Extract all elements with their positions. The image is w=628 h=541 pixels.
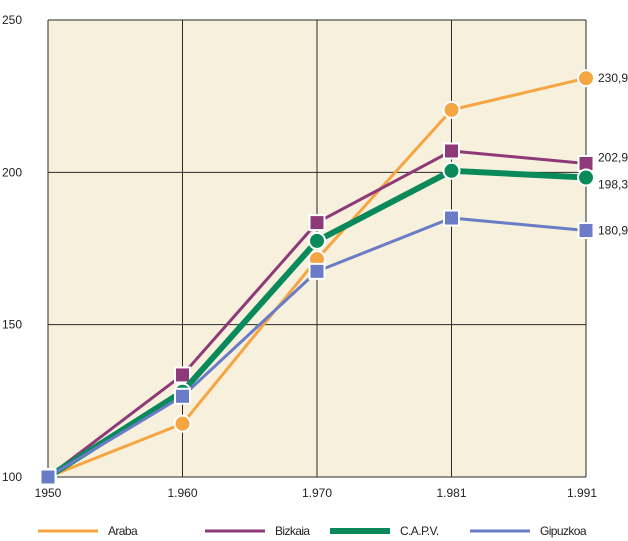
x-tick-label-4: 1.991 (567, 486, 597, 500)
y-tick-label-250: 250 (2, 13, 22, 27)
data-point-1-2 (308, 214, 326, 232)
data-point-2-4 (577, 168, 595, 187)
end-labels: 230,9 202,9 198,3 180,9 (598, 71, 628, 237)
gridlines (47, 19, 587, 478)
data-point-0-3 (442, 100, 461, 119)
y-tick-label-200: 200 (2, 165, 22, 179)
data-point-1-1 (174, 366, 191, 384)
data-point-0-1 (173, 414, 192, 433)
data-point-3-1 (174, 387, 191, 405)
data-point-2-2 (308, 231, 326, 250)
legend-label-3: Gipuzkoa (540, 524, 587, 538)
x-tick-label-2: 1.970 (302, 486, 332, 500)
data-point-3-2 (308, 262, 326, 280)
x-tick-label-1: 1.960 (167, 486, 197, 500)
y-tick-label-150: 150 (2, 318, 22, 332)
end-label-2: 198,3 (598, 178, 628, 192)
data-point-0-4 (577, 69, 595, 88)
legend-label-0: Araba (108, 524, 138, 538)
series-group (39, 69, 595, 486)
data-point-1-3 (443, 142, 460, 160)
legend-label-2: C.A.P.V. (400, 524, 439, 538)
data-point-2-3 (442, 161, 461, 180)
end-label-1: 202,9 (598, 150, 628, 164)
data-point-3-3 (443, 209, 460, 227)
legend-label-1: Bizkaia (275, 524, 310, 538)
end-label-3: 180,9 (598, 224, 628, 238)
series-gipuzkoa (39, 209, 595, 486)
x-axis-ticks: 1950 1.960 1.970 1.981 1.991 (35, 486, 598, 500)
y-tick-label-100: 100 (2, 470, 22, 484)
data-point-3-4 (577, 222, 595, 240)
legend: Araba Bizkaia C.A.P.V. Gipuzkoa (38, 524, 587, 538)
x-tick-label-3: 1.981 (436, 486, 466, 500)
end-label-0: 230,9 (598, 71, 628, 85)
x-tick-label-0: 1950 (35, 486, 62, 500)
y-axis-ticks: 100 150 200 250 (2, 13, 22, 484)
data-point-3-0 (39, 468, 57, 486)
